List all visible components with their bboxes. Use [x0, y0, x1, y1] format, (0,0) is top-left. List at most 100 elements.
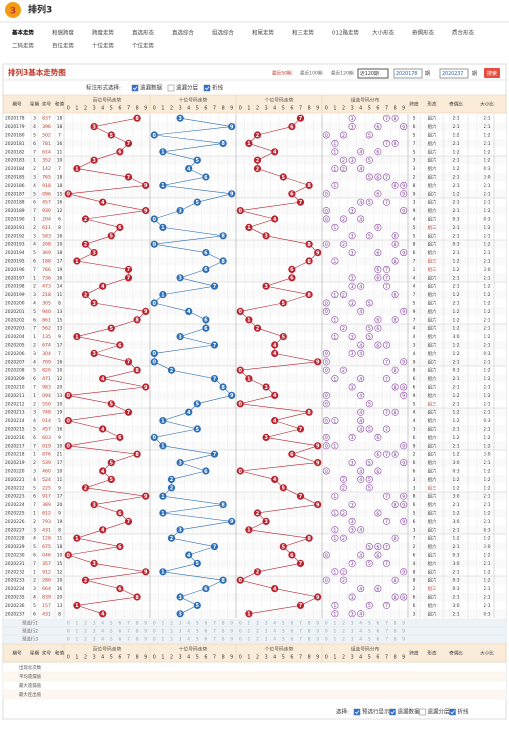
sum: 18 — [57, 175, 63, 181]
checkbox[interactable] — [419, 708, 426, 716]
row-bg — [3, 282, 506, 291]
stats-row — [2, 689, 507, 700]
issue: 2020230 — [5, 553, 25, 559]
odd-even: 2:1 — [452, 200, 459, 206]
week: 3 — [33, 116, 36, 122]
odd-even: 0:3 — [452, 242, 459, 248]
draw-number: 128 — [42, 536, 51, 542]
input-from[interactable] — [393, 68, 423, 79]
ball-digit: 9 — [144, 208, 148, 214]
distribution-digit: 4 — [359, 586, 362, 592]
big-small: 0:3 — [483, 527, 490, 533]
checkbox[interactable] — [167, 84, 175, 92]
check — [204, 86, 210, 91]
issue: 2020235 — [5, 595, 25, 601]
draw-number: 369 — [42, 250, 51, 256]
week: 6 — [33, 376, 36, 382]
preselect-digit: 5 — [282, 637, 285, 643]
week: 2 — [33, 284, 36, 290]
issue: 2020210 — [5, 385, 25, 391]
number-ball — [159, 148, 167, 156]
distribution-ball — [374, 324, 382, 332]
issue: 2020213 — [5, 410, 25, 416]
number-ball — [202, 265, 210, 273]
distribution-ball — [348, 156, 356, 164]
big-small: 2:1 — [483, 595, 490, 601]
number-ball — [193, 425, 201, 433]
span: 6 — [413, 519, 416, 525]
number-ball — [150, 349, 158, 357]
distribution-digit: 0 — [325, 351, 328, 357]
checkbox[interactable] — [131, 84, 139, 92]
checkbox[interactable] — [353, 708, 361, 716]
span: 6 — [413, 603, 416, 609]
search-text: 搜索 — [487, 70, 497, 77]
span: 4 — [413, 326, 416, 332]
checkbox[interactable] — [389, 708, 396, 716]
odd-even: 2:1 — [452, 544, 459, 550]
number-ball — [236, 576, 244, 584]
number-ball — [64, 551, 72, 559]
distribution-ball — [348, 517, 356, 525]
big-small: 2:1 — [483, 603, 490, 609]
preselect-digit: 6 — [377, 637, 380, 643]
digit-header: 4 — [101, 106, 104, 112]
big-small: 2:1 — [483, 410, 490, 416]
draw-number: 524 — [42, 477, 51, 483]
shape: 组六 — [428, 434, 437, 441]
digit-header: 8 — [394, 655, 397, 661]
span: 7 — [413, 536, 416, 542]
draw-number: 918 — [42, 183, 51, 189]
number-ball — [228, 517, 236, 526]
distribution-digit: 9 — [402, 444, 405, 450]
checkbox[interactable] — [449, 708, 456, 716]
search-button[interactable] — [484, 68, 500, 78]
ball-digit: 6 — [118, 150, 122, 156]
odd-even: 1:2 — [452, 267, 459, 273]
big-small: 1:2 — [483, 149, 490, 155]
week: 3 — [33, 292, 36, 298]
shape: 组六 — [428, 274, 437, 281]
number-ball — [288, 190, 296, 198]
odd-even: 2:1 — [452, 401, 459, 407]
shape: 组六 — [428, 199, 437, 206]
number-ball — [90, 299, 98, 307]
checkbox[interactable] — [203, 84, 211, 92]
draw-number: 457 — [42, 200, 51, 206]
preselect-digit: 5 — [368, 629, 371, 635]
draw-number: 460 — [42, 469, 51, 475]
preselect-digit: 5 — [368, 637, 371, 643]
ball-digit: 8 — [307, 536, 311, 542]
issue: 2020221 — [5, 477, 25, 483]
input-to[interactable] — [439, 68, 469, 79]
sum: 10 — [57, 242, 63, 248]
number-ball — [245, 139, 253, 147]
digit-header: 9 — [402, 655, 405, 661]
shape: 组六 — [428, 560, 437, 567]
distribution-ball — [357, 417, 365, 425]
distribution-digit: 7 — [385, 200, 388, 206]
ball-digit: 0 — [67, 553, 71, 559]
number-ball — [81, 576, 90, 584]
group-header: 组选号码分布 — [351, 97, 380, 104]
digit-header: 8 — [222, 106, 225, 112]
digit-header: 8 — [308, 106, 311, 112]
number-ball — [210, 341, 219, 349]
span: 9 — [413, 359, 416, 365]
issue: 2020190 — [5, 217, 25, 223]
draw-number: 204 — [42, 217, 51, 223]
distribution-digit: 9 — [402, 192, 405, 198]
ball-digit: 7 — [213, 544, 217, 550]
distribution-digit: 0 — [325, 192, 328, 198]
distribution-digit: 4 — [359, 427, 362, 433]
week: 7 — [33, 502, 36, 508]
number-ball — [193, 559, 201, 568]
select-box[interactable] — [357, 68, 389, 79]
preselect-digit: 5 — [282, 621, 285, 627]
shape: 组六 — [428, 476, 437, 483]
digit-header: 8 — [308, 655, 311, 661]
distribution-ball — [348, 123, 356, 131]
number-ball — [271, 215, 279, 223]
recent-link: 最近100期 — [300, 70, 323, 77]
distribution-digit: 8 — [394, 452, 397, 458]
